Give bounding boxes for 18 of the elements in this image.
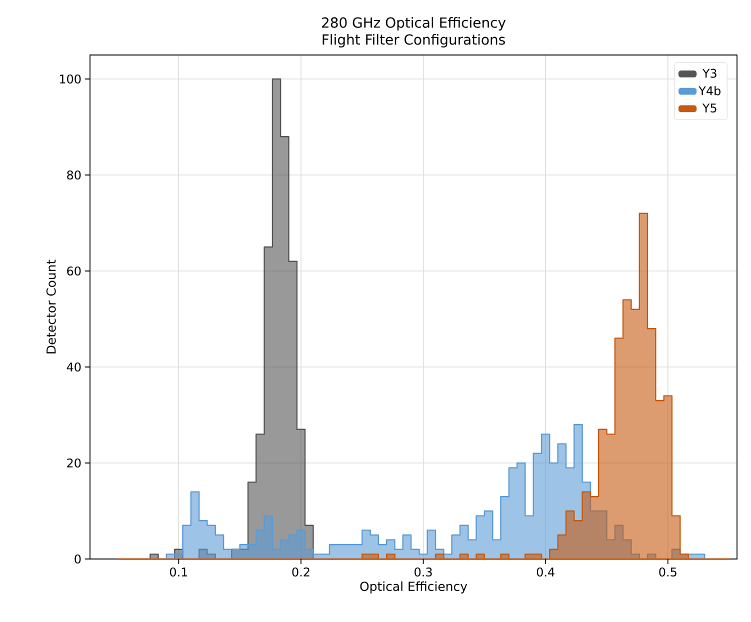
x-tick-label: 0.1	[170, 568, 188, 577]
y-tick-label: 0	[74, 554, 81, 564]
legend-label: Y3	[702, 68, 716, 78]
chart-title: 280 GHz Optical Efficiency	[322, 17, 506, 31]
y-tick-label: 20	[67, 458, 81, 468]
y-tick-label: 100	[60, 74, 81, 84]
legend-label: Y5	[702, 104, 716, 113]
chart-subtitle: Flight Filter Configurations	[322, 34, 505, 48]
x-tick-label: 0.3	[414, 568, 432, 577]
x-tick-label: 0.4	[536, 568, 554, 577]
legend-label: Y4b	[698, 86, 720, 96]
x-tick-label: 0.5	[659, 568, 676, 577]
x-axis-title: Optical Efficiency	[360, 581, 468, 594]
y-tick-label: 40	[66, 362, 81, 372]
y-tick-label: 60	[67, 266, 81, 276]
x-tick-label: 0.2	[292, 568, 310, 577]
y-tick-label: 80	[67, 170, 81, 180]
y-axis-title: Detector Count	[46, 260, 56, 354]
